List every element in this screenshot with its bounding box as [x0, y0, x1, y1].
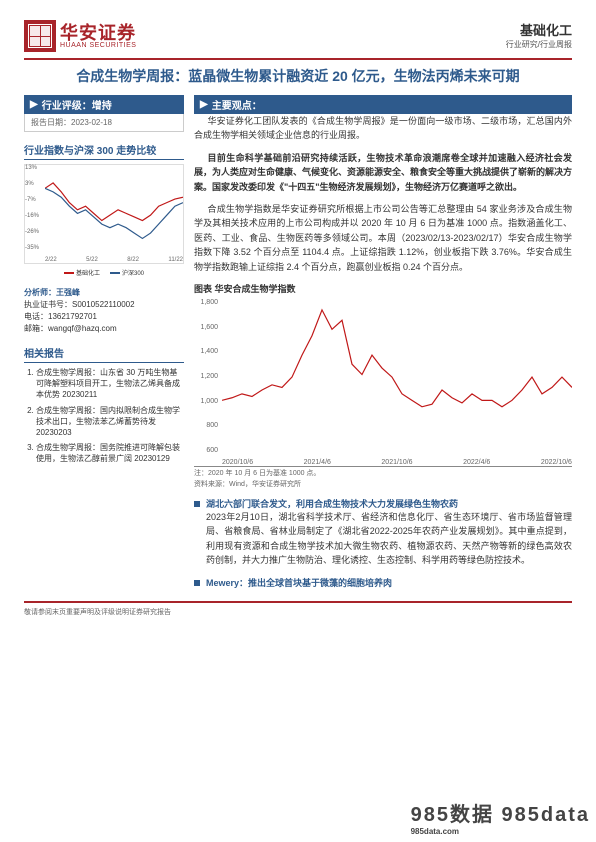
bullet-head: Mewery：推出全球首块基于微藻的细胞培养肉 — [206, 576, 392, 589]
chart-note-1: 注：2020 年 10 月 6 日为基准 1000 点。 — [194, 469, 572, 478]
rating-header: ▶行业评级：增持 — [24, 95, 184, 114]
body-paragraph: 合成生物学指数是华安证券研究所根据上市公司公告等汇总整理由 54 家业务涉及合成… — [194, 202, 572, 274]
related-item: 合成生物学周报：国务院推进可降解包装使用，生物法乙醇前景广阔 20230129 — [36, 442, 184, 464]
report-date-row: 报告日期：2023-02-18 — [24, 114, 184, 132]
logo-cn: 华安证券 — [60, 24, 136, 42]
main-view-header: ▶主要观点： — [194, 95, 572, 114]
logo: 华安证券 HUAAN SECURITIES — [24, 20, 136, 52]
related-list: 合成生物学周报：山东省 30 万吨生物基可降解塑料项目开工，生物法乙烯具备成本优… — [24, 367, 184, 465]
analyst-name: 分析师：王强峰 — [24, 287, 184, 299]
big-chart: 1,8001,6001,4001,2001,000800600 2020/10/… — [194, 297, 572, 467]
big-chart-title: 图表 华安合成生物学指数 — [194, 282, 572, 295]
watermark: 985数据 985data 985data.com — [411, 798, 590, 836]
related-header: 相关报告 — [24, 345, 184, 363]
footer-disclaimer: 敬请参阅末页重要声明及评级说明证券研究报告 — [24, 601, 572, 617]
small-chart: 13%3%-7%-16%-26%-35% 2/225/228/2211/22 — [24, 164, 184, 264]
related-item: 合成生物学周报：山东省 30 万吨生物基可降解塑料项目开工，生物法乙烯具备成本优… — [36, 367, 184, 401]
report-title: 合成生物学周报：蓝晶微生物累计融资近 20 亿元，生物法丙烯未来可期 — [24, 66, 572, 87]
chart-note-2: 资料来源：Wind，华安证券研究所 — [194, 480, 572, 489]
subcategory: 行业研究/行业周报 — [506, 39, 572, 50]
bullet-body: 2023年2月10日，湖北省科学技术厅、省经济和信息化厅、省生态环境厅、省市场监… — [206, 510, 572, 568]
body-paragraph: 华安证券化工团队发表的《合成生物学周报》是一份面向一级市场、二级市场，汇总国内外… — [194, 114, 572, 143]
body-paragraph: 目前生命科学基础前沿研究持续活跃，生物技术革命浪潮席卷全球并加速融入经济社会发展… — [194, 151, 572, 194]
bullet-block: 湖北六部门联合发文，利用合成生物技术大力发展绿色生物农药2023年2月10日，湖… — [194, 497, 572, 568]
category: 基础化工 — [506, 20, 572, 39]
analyst-block: 分析师：王强峰 执业证书号：S0010522110002 电话：13621792… — [24, 287, 184, 335]
related-item: 合成生物学周报：国内拟限制合成生物学技术出口，生物法苯乙烯蓄势待发 202302… — [36, 405, 184, 439]
bullet-head: 湖北六部门联合发文，利用合成生物技术大力发展绿色生物农药 — [206, 497, 572, 510]
logo-en: HUAAN SECURITIES — [60, 42, 136, 49]
compare-header: 行业指数与沪深 300 走势比较 — [24, 142, 184, 160]
bullet-block: Mewery：推出全球首块基于微藻的细胞培养肉 — [194, 576, 572, 589]
